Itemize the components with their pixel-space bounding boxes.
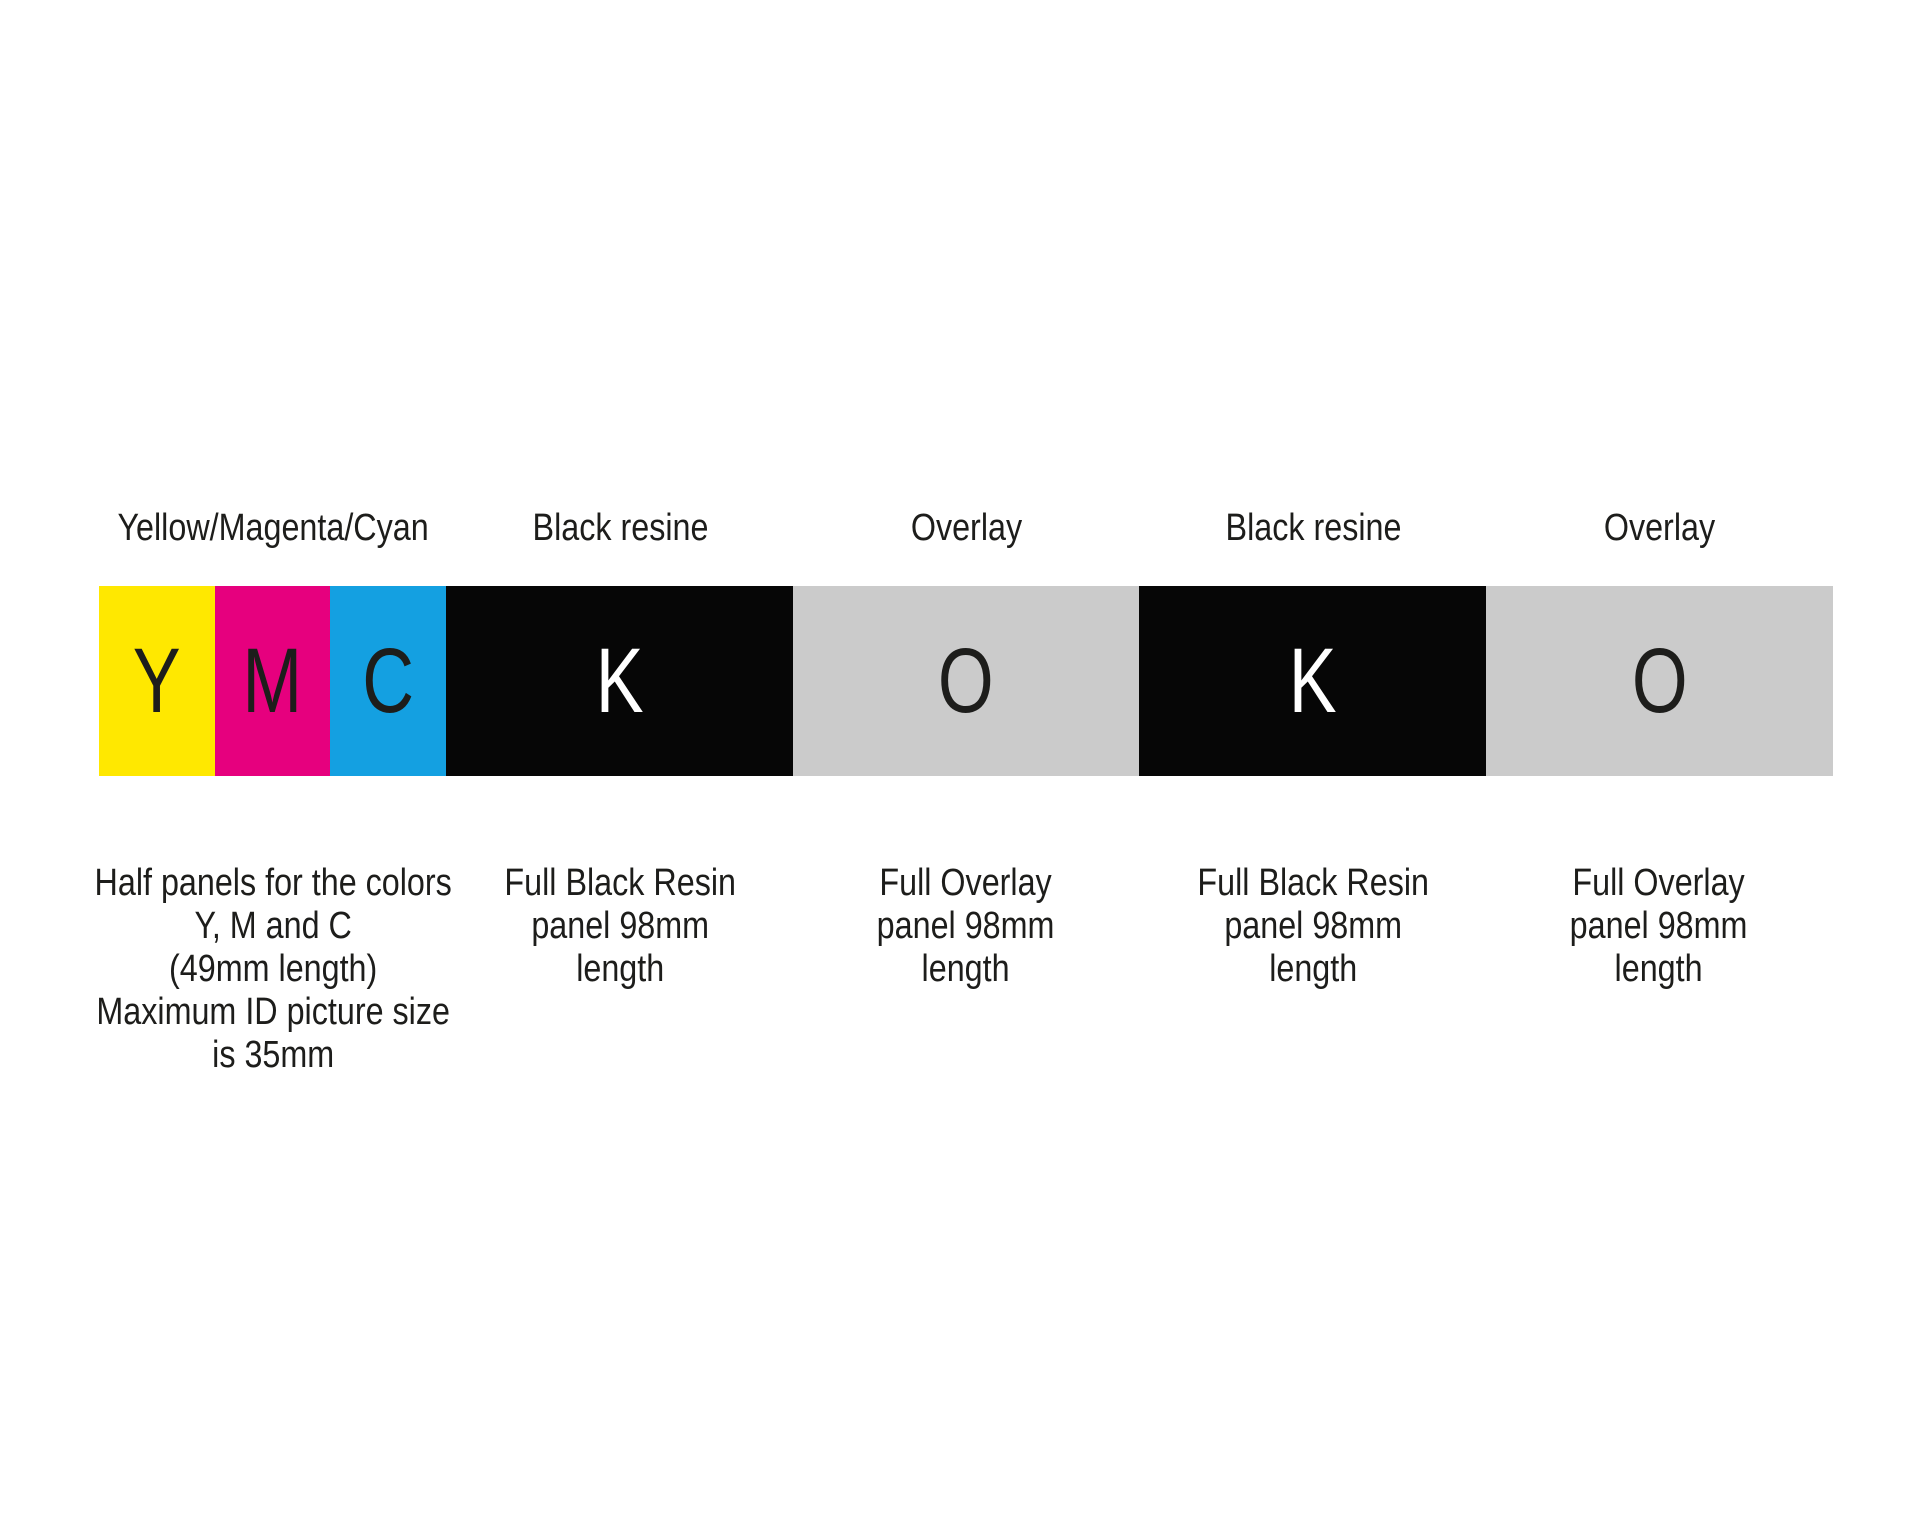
overlay-panel-2-letter: O xyxy=(1631,630,1688,732)
black-resin-panel-2: K xyxy=(1139,586,1486,776)
cyan-panel-letter: C xyxy=(362,630,414,732)
yellow-panel-letter: Y xyxy=(133,630,181,732)
panel-caption-ymc: Half panels for the colors Y, M and C (4… xyxy=(13,819,533,1077)
overlay-panel-1: O xyxy=(793,586,1139,776)
cyan-half-panel: C xyxy=(330,586,446,776)
panel-caption-black-resin-1: Full Black Resin panel 98mm length xyxy=(360,819,880,991)
panel-caption-black-resin-2: Full Black Resin panel 98mm length xyxy=(1053,819,1573,991)
panel-label-black-resine-1-text: Black resine xyxy=(532,507,708,549)
panel-caption-overlay-2-text: Full Overlay panel 98mm length xyxy=(1570,862,1748,990)
overlay-panel-2: O xyxy=(1486,586,1833,776)
panel-label-overlay-1: Overlay xyxy=(706,507,1226,550)
black-resin-panel-2-letter: K xyxy=(1288,630,1337,732)
panel-caption-black-resin-2-text: Full Black Resin panel 98mm length xyxy=(1197,862,1429,990)
panel-label-ymc: Yellow/Magenta/Cyan xyxy=(13,507,533,550)
panel-label-overlay-2: Overlay xyxy=(1399,507,1919,550)
panel-label-overlay-1-text: Overlay xyxy=(910,507,1022,549)
panel-label-black-resine-2-text: Black resine xyxy=(1225,507,1401,549)
panel-caption-ymc-text: Half panels for the colors Y, M and C (4… xyxy=(94,862,452,1076)
black-resin-panel-1: K xyxy=(446,586,793,776)
magenta-panel-letter: M xyxy=(242,630,303,732)
panel-label-overlay-2-text: Overlay xyxy=(1603,507,1715,549)
ribbon-bar: Y M C K O K O xyxy=(99,586,1833,776)
panel-caption-overlay-1: Full Overlay panel 98mm length xyxy=(706,819,1226,991)
magenta-half-panel: M xyxy=(215,586,330,776)
panel-label-ymc-text: Yellow/Magenta/Cyan xyxy=(117,507,429,549)
panel-label-black-resine-1: Black resine xyxy=(360,507,880,550)
black-resin-panel-1-letter: K xyxy=(595,630,644,732)
panel-label-black-resine-2: Black resine xyxy=(1053,507,1573,550)
yellow-half-panel: Y xyxy=(99,586,215,776)
overlay-panel-1-letter: O xyxy=(938,630,994,732)
panel-caption-overlay-1-text: Full Overlay panel 98mm length xyxy=(877,862,1055,990)
panel-caption-black-resin-1-text: Full Black Resin panel 98mm length xyxy=(504,862,736,990)
panel-caption-overlay-2: Full Overlay panel 98mm length xyxy=(1399,819,1919,991)
